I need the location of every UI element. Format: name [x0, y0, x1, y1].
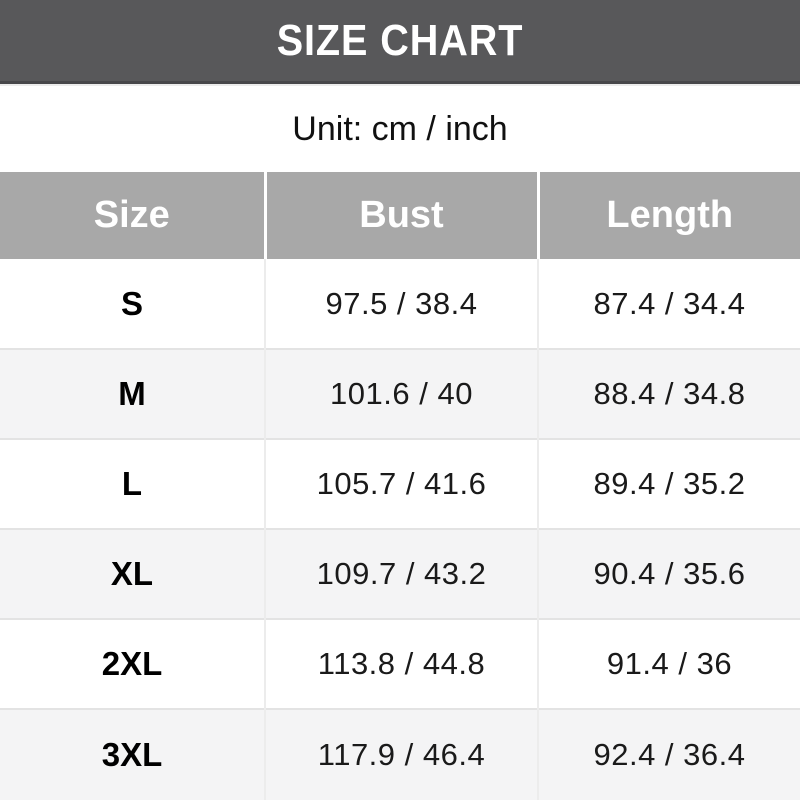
bust-cell: 101.6 / 40 — [264, 348, 538, 439]
unit-note: Unit: cm / inch — [292, 109, 508, 148]
page-title: SIZE CHART — [276, 15, 524, 65]
size-cell: 2XL — [0, 618, 265, 709]
column-header-length: Length — [536, 172, 800, 259]
size-cell: S — [120, 284, 143, 322]
table-row-2xl: 2XL 113.8 / 44.8 91.4 / 36 — [0, 618, 800, 709]
length-cell: 90.4 / 35.6 — [537, 528, 800, 619]
size-cell: XL — [0, 528, 265, 619]
table-row-3xl: 3XL 117.9 / 46.4 92.4 / 36.4 — [0, 708, 800, 800]
bust-cell: 113.8 / 44.8 — [264, 618, 538, 709]
length-cell: 91.4 / 36 — [537, 618, 800, 709]
column-header-bust: Bust — [263, 172, 538, 259]
table-row-xl: XL 109.7 / 43.2 90.4 / 35.6 — [0, 528, 800, 619]
bust-cell: 97.5 / 38.4 — [264, 259, 538, 349]
table-row-s: S 97.5 / 38.4 87.4 / 34.4 — [0, 259, 800, 349]
bust-cell: 109.7 / 43.2 — [264, 528, 538, 619]
unit-note-row: Unit: cm / inch — [0, 84, 800, 172]
bust-cell: 105.7 / 41.6 — [264, 438, 538, 529]
size-cell: L — [0, 438, 265, 529]
table-row-m: M 101.6 / 40 88.4 / 34.8 — [0, 348, 800, 439]
length-cell: 89.4 / 35.2 — [537, 438, 800, 529]
length-cell: 87.4 / 34.4 — [537, 259, 800, 349]
table-row-l: L 105.7 / 41.6 89.4 / 35.2 — [0, 438, 800, 529]
size-table: Size Bust Length S 97.5 / 38.4 87.4 / 34… — [0, 172, 800, 800]
table-header-row: Size Bust Length — [0, 172, 800, 259]
size-cell: 3XL — [0, 708, 265, 800]
bust-cell: 117.9 / 46.4 — [264, 708, 538, 800]
length-cell: 92.4 / 36.4 — [537, 708, 800, 800]
length-cell: 88.4 / 34.8 — [537, 348, 800, 439]
size-cell: M — [0, 348, 265, 439]
column-header-size: Size — [0, 172, 265, 259]
title-bar: SIZE CHART — [0, 0, 800, 84]
